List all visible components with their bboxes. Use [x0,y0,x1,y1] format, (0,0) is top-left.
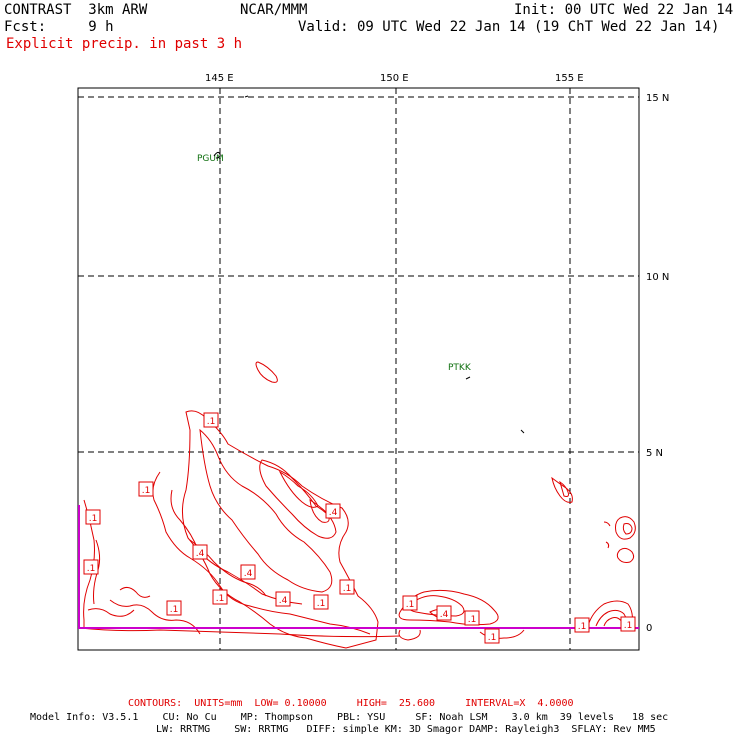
lat-lon-grid [78,88,639,650]
contour-label: .4 [196,549,205,559]
model-info-physics: LW: RRTMG SW: RRTMG DIFF: simple KM: 3D … [156,724,656,735]
chuuk-island [465,376,471,380]
contour-label: .1 [317,599,326,609]
lon-label-145: 145 E [205,73,234,84]
lat-label-10: 10 N [646,272,669,283]
contour-label-box [402,595,418,611]
station-ptkk: PTKK [448,363,472,373]
lat-label-15: 15 N [646,93,669,104]
contour-label-box [138,481,154,497]
model-title: CONTRAST 3km ARW [4,2,148,18]
contour-label: .4 [440,610,449,620]
contour-label-box [436,605,452,621]
model-info: Model Info: V3.5.1 CU: No Cu MP: Thompso… [30,712,669,723]
contour-label-box [574,617,590,633]
contour-label: .1 [343,584,352,594]
init-time: Init: 00 UTC Wed 22 Jan 14 [514,2,734,18]
contour-label: .1 [468,615,477,625]
contour-label: .1 [406,600,415,610]
small-island [520,429,525,434]
lat-label-0: 0 [646,623,652,634]
contour-label-box [484,628,500,644]
contour-label-box [325,503,341,519]
lon-label-155: 155 E [555,73,584,84]
domain-boundary [78,505,639,629]
valid-time: Valid: 09 UTC Wed 22 Jan 14 (19 ChT Wed … [298,19,720,35]
contour-label: .1 [578,622,587,632]
field-title: Explicit precip. in past 3 h [6,36,243,52]
station-pgum: PGUM [197,154,224,164]
contour-label-box [313,594,329,610]
contour-label: .4 [244,569,253,579]
contour-label: .1 [142,486,151,496]
contour-label: .4 [329,508,338,518]
contour-label: .1 [207,417,216,427]
lat-label-5: 5 N [646,448,663,459]
guam-island [213,151,221,159]
lon-label-150: 150 E [380,73,409,84]
contour-label: .1 [87,564,96,574]
contour-label-box [212,589,228,605]
map-frame [77,87,640,651]
contour-label: .4 [279,596,288,606]
contour-label: .1 [488,633,497,643]
small-island-north [244,95,249,98]
contour-labels: .1 .1 .1 .4 .1 .4 .4 .1 .1 .4 .1 .1 .1 .4 .1 .1 .1 .1 [83,412,636,644]
precip-contours [79,361,636,649]
forecast-hour: Fcst: 9 h [4,19,114,35]
contour-info: CONTOURS: UNITS=mm LOW= 0.10000 HIGH= 25… [128,698,574,709]
contour-label-box [166,600,182,616]
contour-label-box [240,564,256,580]
contour-label-box [464,610,480,626]
contour-label: .1 [89,514,98,524]
contour-label-box [203,412,219,428]
contour-label-box [339,579,355,595]
contour-label-box [83,559,99,575]
organization: NCAR/MMM [240,2,308,18]
contour-label-box [275,591,291,607]
contour-label-box [192,544,208,560]
contour-label-box [85,509,101,525]
contour-label: .1 [170,605,179,615]
contour-label-box [620,616,636,632]
contour-label: .1 [216,594,225,604]
contour-label: .1 [624,621,633,631]
